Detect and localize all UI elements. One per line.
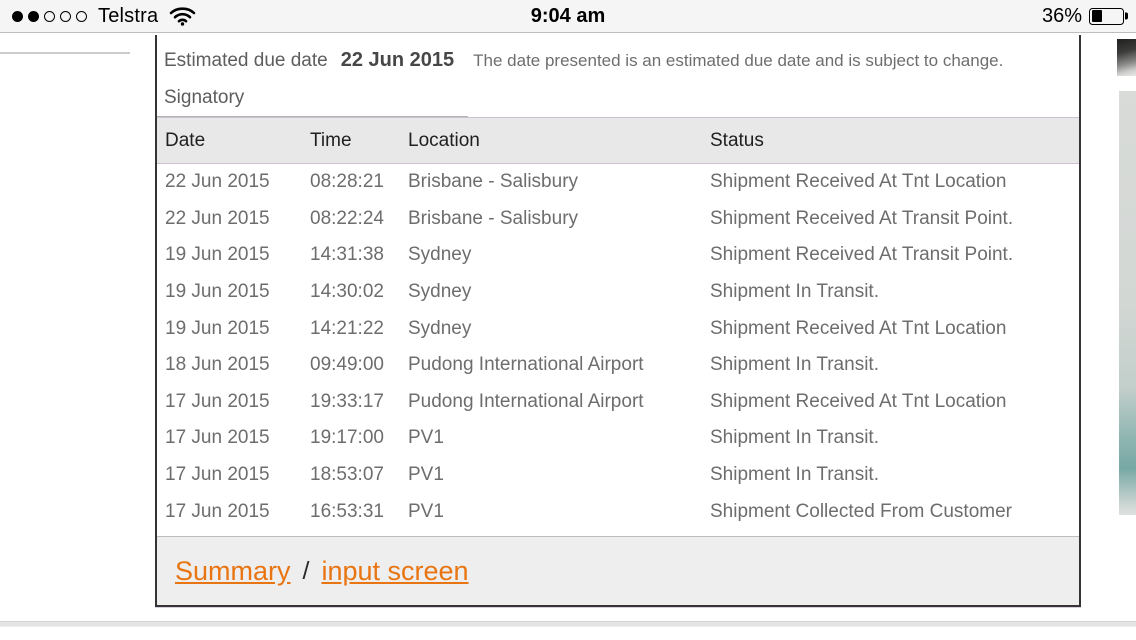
cell-time: 08:28:21 [310, 171, 384, 193]
battery-percent-label: 36% [1041, 4, 1082, 27]
cell-location: PV1 [408, 427, 444, 449]
cell-date: 19 Jun 2015 [165, 244, 270, 266]
cell-location: Pudong International Airport [408, 354, 644, 376]
status-bar-clock: 9:04 am [530, 4, 606, 27]
cell-location: Brisbane - Salisbury [408, 207, 579, 229]
cell-status: Shipment Received At Tnt Location [710, 390, 1007, 412]
table-row: 22 Jun 2015 08:22:24 Brisbane - Salisbur… [157, 201, 1079, 238]
cell-date: 22 Jun 2015 [165, 207, 270, 229]
signal-dot [76, 10, 87, 22]
battery-icon [1089, 7, 1128, 25]
input-screen-link[interactable]: input screen [321, 555, 469, 586]
table-row: 18 Jun 2015 09:49:00 Pudong Internationa… [157, 347, 1079, 384]
signal-dot [60, 10, 71, 22]
cell-time: 19:17:00 [310, 427, 384, 449]
status-bar-left: Telstra [12, 5, 196, 28]
cell-time: 16:53:31 [310, 500, 384, 522]
table-row: 17 Jun 2015 16:53:31 PV1 Shipment Collec… [157, 493, 1079, 530]
cell-date: 17 Jun 2015 [165, 390, 270, 412]
battery-nub [1125, 12, 1128, 20]
battery-fill [1091, 10, 1103, 22]
table-bottom-highlight [155, 607, 1081, 608]
signatory-row: Signatory [157, 80, 1079, 117]
cell-time: 14:31:38 [310, 244, 384, 266]
column-header-status: Status [710, 129, 764, 151]
due-date-note: The date presented is an estimated due d… [473, 51, 1004, 70]
cell-time: 18:53:07 [310, 464, 384, 486]
horizontal-rule-fragment [0, 52, 130, 54]
clipped-photo-side [1119, 91, 1136, 515]
signal-dot [28, 10, 39, 22]
carrier-label: Telstra [98, 4, 159, 27]
table-row: 19 Jun 2015 14:30:02 Sydney Shipment In … [157, 274, 1079, 311]
signal-dot [44, 10, 55, 22]
cell-time: 19:33:17 [310, 390, 384, 412]
cell-date: 19 Jun 2015 [165, 317, 270, 339]
due-date-label: Estimated due date [164, 50, 328, 71]
cell-location: PV1 [408, 464, 444, 486]
status-bar-right: 36% [1041, 4, 1128, 28]
tracking-results-table: Estimated due date 22 Jun 2015 The date … [155, 35, 1081, 607]
table-row: 17 Jun 2015 18:53:07 PV1 Shipment In Tra… [157, 457, 1079, 494]
cell-status: Shipment In Transit. [710, 354, 879, 376]
cell-time: 09:49:00 [310, 354, 384, 376]
page-divider-band [0, 621, 1136, 627]
cell-date: 18 Jun 2015 [165, 354, 270, 376]
summary-link[interactable]: Summary [175, 555, 291, 586]
cell-date: 19 Jun 2015 [165, 281, 270, 303]
footer-separator: / [302, 556, 310, 585]
cell-location: Pudong International Airport [408, 390, 644, 412]
cell-date: 17 Jun 2015 [165, 500, 270, 522]
cell-status: Shipment Received At Tnt Location [710, 171, 1007, 193]
cell-status: Shipment Received At Transit Point. [710, 207, 1014, 229]
cell-location: Sydney [408, 244, 472, 266]
cell-time: 08:22:24 [310, 207, 384, 229]
column-header-date: Date [165, 129, 206, 151]
cell-status: Shipment Collected From Customer [710, 500, 1012, 522]
cell-time: 14:21:22 [310, 317, 384, 339]
due-date-value: 22 Jun 2015 [340, 49, 455, 71]
cell-location: Brisbane - Salisbury [408, 171, 579, 193]
cell-status: Shipment In Transit. [710, 281, 879, 303]
table-row: 17 Jun 2015 19:17:00 PV1 Shipment In Tra… [157, 420, 1079, 457]
cell-status: Shipment In Transit. [710, 464, 879, 486]
clipped-photo-top [1117, 39, 1136, 76]
cell-time: 14:30:02 [310, 281, 384, 303]
signatory-label: Signatory [157, 80, 468, 117]
wifi-icon [169, 6, 196, 26]
table-footer: Summary / input screen [157, 536, 1079, 605]
column-header-time: Time [310, 129, 352, 151]
tracking-rows: 22 Jun 2015 08:28:21 Brisbane - Salisbur… [157, 164, 1079, 530]
table-row: 17 Jun 2015 19:33:17 Pudong Internationa… [157, 384, 1079, 421]
status-bar: Telstra 9:04 am 36% [0, 0, 1136, 33]
estimated-due-date-row: Estimated due date 22 Jun 2015 The date … [157, 35, 1079, 80]
cell-date: 17 Jun 2015 [165, 427, 270, 449]
cell-signal-icon [12, 10, 87, 22]
table-row: 19 Jun 2015 14:31:38 Sydney Shipment Rec… [157, 237, 1079, 274]
cell-location: PV1 [408, 500, 444, 522]
table-header-row: Date Time Location Status [157, 117, 1079, 164]
column-header-location: Location [408, 129, 480, 151]
table-row: 22 Jun 2015 08:28:21 Brisbane - Salisbur… [157, 164, 1079, 201]
cell-date: 22 Jun 2015 [165, 171, 270, 193]
cell-status: Shipment Received At Transit Point. [710, 244, 1014, 266]
cell-status: Shipment In Transit. [710, 427, 879, 449]
cell-location: Sydney [408, 317, 472, 339]
cell-status: Shipment Received At Tnt Location [710, 317, 1007, 339]
table-row: 19 Jun 2015 14:21:22 Sydney Shipment Rec… [157, 310, 1079, 347]
cell-location: Sydney [408, 281, 472, 303]
signal-dot [12, 10, 23, 22]
cell-date: 17 Jun 2015 [165, 464, 270, 486]
